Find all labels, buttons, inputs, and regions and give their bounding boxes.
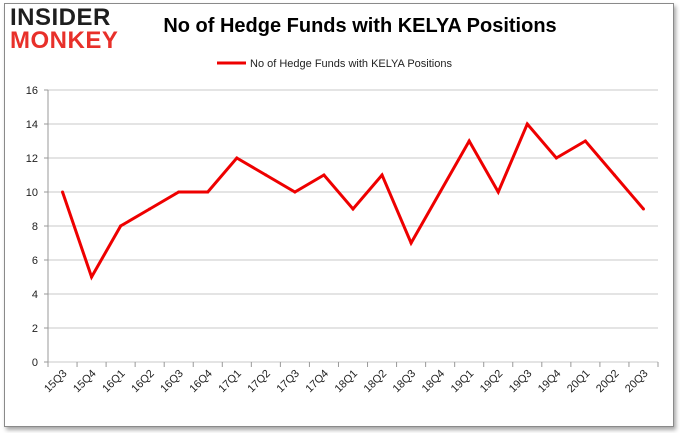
x-tick-label-17Q2: 17Q2	[245, 368, 273, 396]
x-tick-label-15Q4: 15Q4	[71, 368, 99, 396]
data-point-16Q2	[148, 207, 152, 211]
series-layer	[61, 121, 645, 281]
data-point-19Q2	[496, 190, 500, 194]
x-tick-label-18Q3: 18Q3	[391, 368, 419, 396]
x-tick-label-19Q1: 19Q1	[449, 368, 477, 396]
logo-text-top: INSIDER	[10, 4, 111, 31]
data-point-17Q2	[264, 173, 268, 177]
data-point-15Q3	[61, 190, 65, 194]
x-tick-label-19Q2: 19Q2	[478, 368, 506, 396]
y-tick-label: 12	[26, 153, 38, 165]
legend: No of Hedge Funds with KELYA Positions	[217, 58, 452, 70]
x-tick-label-18Q2: 18Q2	[362, 368, 390, 396]
data-point-15Q4	[90, 275, 94, 279]
y-tick-label: 8	[32, 221, 38, 233]
x-tick-label-17Q3: 17Q3	[275, 368, 303, 396]
data-point-19Q1	[467, 139, 471, 143]
x-tick-label-20Q1: 20Q1	[565, 368, 593, 396]
y-tick-label: 6	[32, 255, 38, 267]
insider-monkey-logo: INSIDER MONKEY	[10, 6, 128, 54]
x-tick-label-18Q4: 18Q4	[420, 368, 448, 396]
y-tick-label: 4	[32, 289, 38, 301]
y-axis: 0 2 4 6 8 10 12 14 16	[26, 85, 49, 369]
data-point-20Q1	[583, 139, 587, 143]
x-tick-label-17Q1: 17Q1	[216, 368, 244, 396]
series-line-0	[61, 121, 645, 281]
x-tick-label-16Q1: 16Q1	[100, 368, 128, 396]
data-point-17Q4	[322, 173, 326, 177]
y-tick-label: 14	[26, 119, 38, 131]
data-point-18Q2	[380, 173, 384, 177]
y-tick-label: 0	[32, 357, 38, 369]
chart-title: No of Hedge Funds with KELYA Positions	[163, 15, 557, 37]
data-point-18Q3	[409, 241, 413, 245]
x-tick-label-19Q3: 19Q3	[507, 368, 535, 396]
data-point-16Q1	[119, 224, 123, 228]
x-tick-label-18Q1: 18Q1	[333, 368, 361, 396]
data-point-17Q3	[293, 190, 297, 194]
x-tick-label-16Q3: 16Q3	[158, 368, 186, 396]
data-point-20Q2	[612, 173, 616, 177]
logo-text-bottom: MONKEY	[10, 27, 119, 54]
data-point-16Q4	[206, 190, 210, 194]
y-tick-label: 10	[26, 187, 38, 199]
data-point-17Q1	[235, 156, 239, 160]
y-tick-label: 16	[26, 85, 38, 97]
data-point-20Q3	[641, 207, 645, 211]
chart-frame	[4, 3, 674, 427]
x-tick-label-20Q3: 20Q3	[623, 368, 651, 396]
x-tick-label-16Q2: 16Q2	[129, 368, 157, 396]
legend-label: No of Hedge Funds with KELYA Positions	[250, 58, 452, 70]
gridlines	[48, 89, 658, 363]
x-axis: 15Q3 15Q4 16Q1 16Q2 16Q3 16Q4 17Q1 17Q2 17Q3 17Q4…	[42, 362, 659, 396]
data-point-19Q3	[525, 122, 529, 126]
x-tick-label-15Q3: 15Q3	[42, 368, 70, 396]
x-tick-label-17Q4: 17Q4	[304, 368, 332, 396]
data-point-18Q1	[351, 207, 355, 211]
data-point-18Q4	[438, 190, 442, 194]
x-tick-label-19Q4: 19Q4	[536, 368, 564, 396]
data-point-16Q3	[177, 190, 181, 194]
x-tick-label-16Q4: 16Q4	[187, 368, 215, 396]
data-point-19Q4	[554, 156, 558, 160]
y-tick-label: 2	[32, 323, 38, 335]
x-tick-label-20Q2: 20Q2	[594, 368, 622, 396]
